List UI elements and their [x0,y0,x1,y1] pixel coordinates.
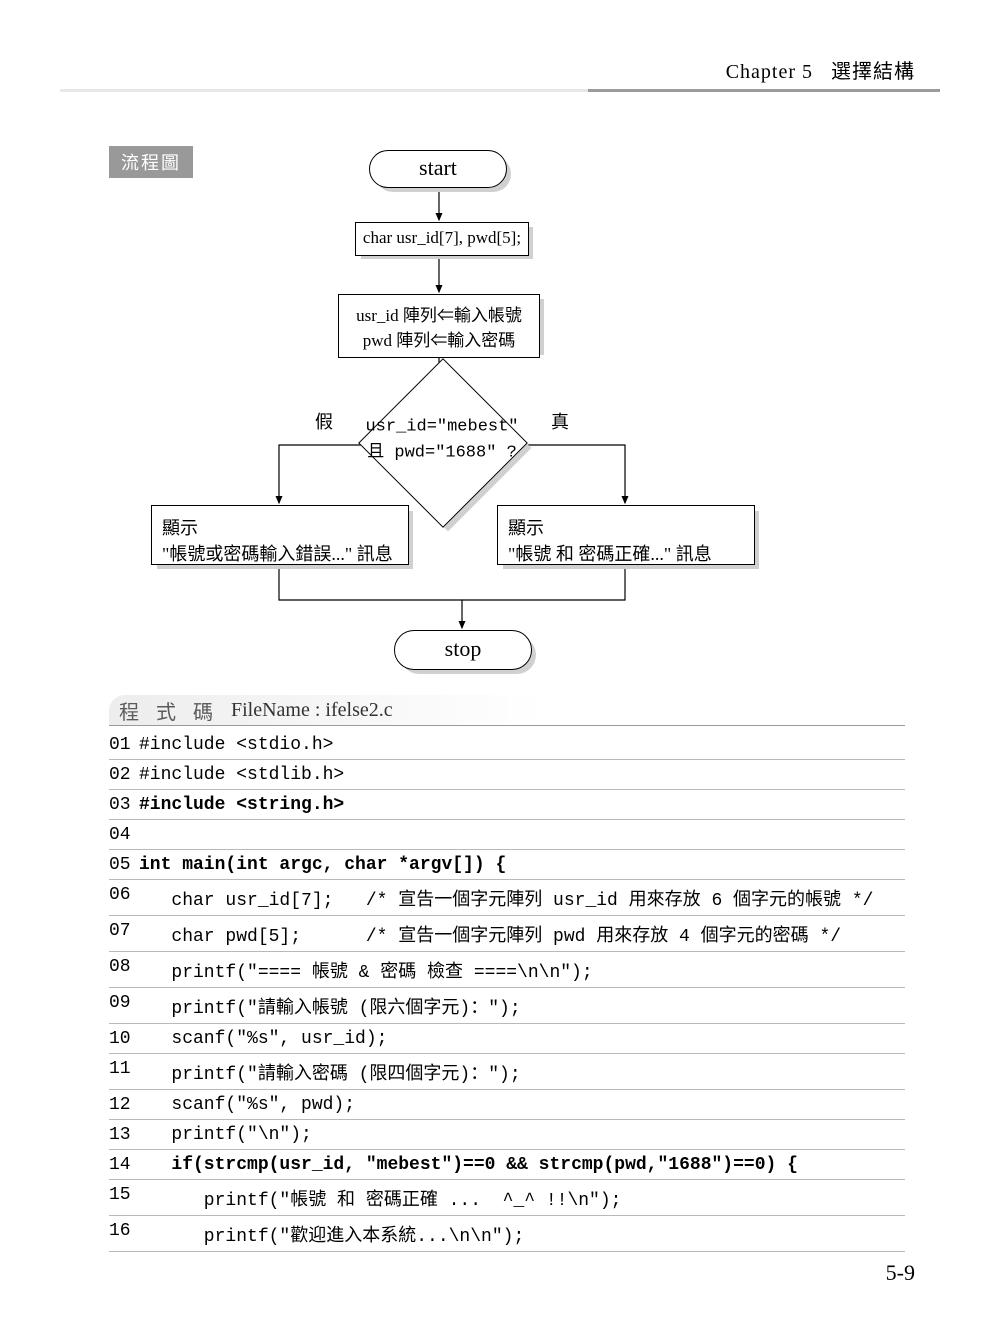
page-header: Chapter 5 選擇結構 [726,55,915,84]
code-text: #include <stdlib.h> [139,765,344,785]
line-number: 12 [109,1095,139,1115]
code-header-label: 程 式 碼 [119,696,219,725]
line-number: 16 [109,1221,139,1247]
chapter-label: Chapter 5 [726,61,813,83]
code-text: printf("帳號 和 密碼正確 ... ^_^ !!\n"); [139,1185,621,1211]
code-line: 06 char usr_id[7]; /* 宣告一個字元陣列 usr_id 用來… [109,880,905,916]
code-text: if(strcmp(usr_id, "mebest")==0 && strcmp… [139,1155,798,1175]
code-line: 11 printf("請輸入密碼 (限四個字元)："); [109,1054,905,1090]
branch-label-true: 真 [551,408,569,434]
code-line: 05 int main(int argc, char *argv[]) { [109,850,905,880]
chapter-title: 選擇結構 [831,61,915,83]
node-msg-false-line1: 顯示 [162,514,398,540]
line-number: 15 [109,1185,139,1211]
code-line: 04 [109,820,905,850]
line-number: 13 [109,1125,139,1145]
node-input: usr_id 陣列⇐輸入帳號 pwd 陣列⇐輸入密碼 [338,294,540,358]
code-text: char pwd[5]; /* 宣告一個字元陣列 pwd 用來存放 4 個字元的… [139,921,841,947]
code-text: printf("請輸入帳號 (限六個字元)："); [139,993,521,1019]
line-number: 03 [109,795,139,815]
code-text: scanf("%s", pwd); [139,1095,355,1115]
code-line: 07 char pwd[5]; /* 宣告一個字元陣列 pwd 用來存放 4 個… [109,916,905,952]
line-number: 06 [109,885,139,911]
node-start-label: start [419,155,457,180]
node-input-line1: usr_id 陣列⇐輸入帳號 [339,301,539,326]
code-text: printf("歡迎進入本系統...\n\n"); [139,1221,524,1247]
node-msg-true-line2: "帳號 和 密碼正確..." 訊息 [508,540,744,566]
node-decision-label: usr_id="mebest" 且 pwd="1688" ? [322,417,562,462]
code-line: 14 if(strcmp(usr_id, "mebest")==0 && str… [109,1150,905,1180]
code-line: 16 printf("歡迎進入本系統...\n\n"); [109,1216,905,1252]
line-number: 09 [109,993,139,1019]
code-header: 程 式 碼 FileName : ifelse2.c [109,695,905,726]
header-rule [60,89,940,92]
code-line: 03 #include <string.h> [109,790,905,820]
page-number: 5-9 [886,1260,915,1286]
node-msg-true: 顯示 "帳號 和 密碼正確..." 訊息 [497,505,755,565]
node-msg-false-line2: "帳號或密碼輸入錯誤..." 訊息 [162,540,398,566]
line-number: 04 [109,825,139,845]
node-start: start [369,150,507,188]
node-stop-label: stop [445,636,482,661]
code-text: printf("請輸入密碼 (限四個字元)："); [139,1059,521,1085]
code-text: int main(int argc, char *argv[]) { [139,855,506,875]
node-declare: char usr_id[7], pwd[5]; [355,222,529,256]
code-line: 02 #include <stdlib.h> [109,760,905,790]
branch-label-false: 假 [315,408,333,434]
code-text: #include <stdio.h> [139,735,333,755]
flowchart: start char usr_id[7], pwd[5]; usr_id 陣列⇐… [109,145,879,705]
line-number: 10 [109,1029,139,1049]
code-text: scanf("%s", usr_id); [139,1029,387,1049]
line-number: 01 [109,735,139,755]
line-number: 14 [109,1155,139,1175]
code-text: #include <string.h> [139,795,344,815]
line-number: 07 [109,921,139,947]
code-line: 01 #include <stdio.h> [109,730,905,760]
line-number: 08 [109,957,139,983]
code-line: 15 printf("帳號 和 密碼正確 ... ^_^ !!\n"); [109,1180,905,1216]
code-line: 09 printf("請輸入帳號 (限六個字元)："); [109,988,905,1024]
code-listing: 01 #include <stdio.h>02 #include <stdlib… [109,730,905,1252]
line-number: 02 [109,765,139,785]
code-line: 13 printf("\n"); [109,1120,905,1150]
node-declare-label: char usr_id[7], pwd[5]; [363,228,521,247]
code-text: printf("==== 帳號 & 密碼 檢查 ====\n\n"); [139,957,593,983]
line-number: 11 [109,1059,139,1085]
node-stop: stop [394,630,532,670]
code-line: 08 printf("==== 帳號 & 密碼 檢查 ====\n\n"); [109,952,905,988]
code-header-filename: FileName : ifelse2.c [231,699,393,722]
code-text: char usr_id[7]; /* 宣告一個字元陣列 usr_id 用來存放 … [139,885,873,911]
code-line: 10 scanf("%s", usr_id); [109,1024,905,1054]
node-msg-false: 顯示 "帳號或密碼輸入錯誤..." 訊息 [151,505,409,565]
code-line: 12 scanf("%s", pwd); [109,1090,905,1120]
node-input-line2: pwd 陣列⇐輸入密碼 [339,326,539,351]
node-msg-true-line1: 顯示 [508,514,744,540]
line-number: 05 [109,855,139,875]
code-text: printf("\n"); [139,1125,312,1145]
node-decision: usr_id="mebest" 且 pwd="1688" ? [383,383,501,501]
